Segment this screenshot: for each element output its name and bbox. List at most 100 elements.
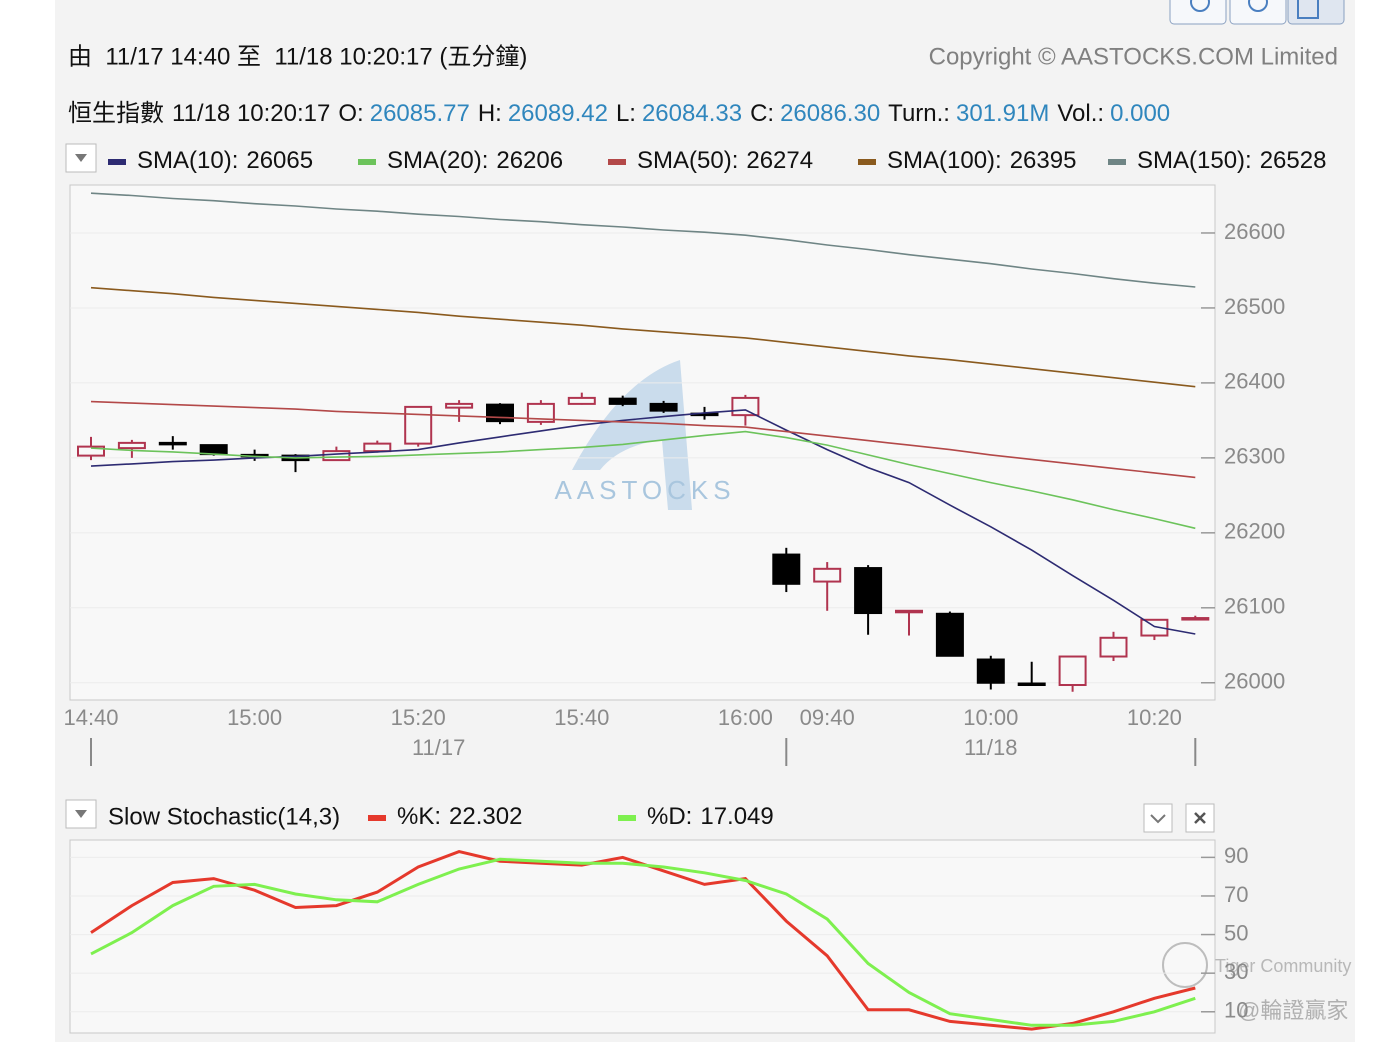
- quote-label: Turn.:: [888, 100, 950, 127]
- x-tick-label: 10:20: [1127, 705, 1182, 730]
- candle-body: [1099, 636, 1128, 658]
- legend-name: SMA(10):: [137, 147, 238, 174]
- quote-label: H:: [478, 100, 502, 127]
- series-line: [90, 286, 1196, 388]
- candle-body: [813, 567, 842, 583]
- candle-body: [1058, 655, 1087, 687]
- legend-marker: [108, 159, 126, 165]
- watermark-text: AASTOCKS: [554, 475, 735, 505]
- candle-body: [895, 609, 923, 614]
- legend-entry: SMA(150): 26528: [1137, 147, 1326, 174]
- legend-value: 26206: [496, 147, 563, 174]
- legend-name: SMA(20):: [387, 147, 488, 174]
- date-label: 11/18: [964, 735, 1017, 760]
- quote-name: 恒生指數: [68, 100, 164, 127]
- author-watermark: @輪證贏家: [1238, 998, 1348, 1023]
- series-line: [90, 857, 1196, 1027]
- dropdown-arrow: [75, 154, 87, 162]
- toolbar: [1169, 0, 1345, 25]
- legend-value: 22.302: [449, 803, 522, 830]
- candle-body: [77, 445, 105, 457]
- legend-marker: [368, 815, 386, 821]
- export-icon: [1297, 0, 1319, 19]
- range-text: 由 11/17 14:40 至 11/18 10:20:17 (五分鐘): [68, 43, 527, 70]
- candle-body: [117, 441, 146, 450]
- legend-marker: [618, 815, 636, 821]
- legend-marker: [608, 159, 626, 165]
- candle-body: [731, 396, 760, 417]
- zoom-in-icon: [1190, 0, 1210, 12]
- quote-value: 26084.33: [642, 100, 742, 127]
- candle-body: [1140, 618, 1169, 637]
- legend-name: SMA(150):: [1137, 147, 1252, 174]
- zoom-out-icon: [1248, 0, 1268, 12]
- candle-body: [608, 397, 637, 405]
- y-tick-label: 26000: [1224, 669, 1285, 694]
- legend-entry: SMA(50): 26274: [637, 147, 813, 174]
- community-watermark: Tiger Community: [1215, 956, 1351, 976]
- legend-marker: [358, 159, 376, 165]
- dropdown-arrow: [75, 810, 87, 818]
- collapse-button[interactable]: [1143, 803, 1173, 833]
- quote-label: L:: [616, 100, 636, 127]
- zoom-in-button[interactable]: [1169, 0, 1227, 25]
- panel-title: Slow Stochastic(14,3): [108, 803, 340, 830]
- legend-marker: [1108, 159, 1126, 165]
- candle-body: [445, 402, 474, 409]
- candle-body: [526, 402, 555, 423]
- legend-value: 17.049: [700, 803, 773, 830]
- quote-value: 301.91M: [956, 100, 1049, 127]
- series-line: [90, 192, 1196, 288]
- legend-value: 26395: [1010, 147, 1077, 174]
- quote-value: 26089.42: [508, 100, 608, 127]
- x-tick-label: 09:40: [800, 705, 855, 730]
- legend-value: 26065: [246, 147, 313, 174]
- collapse-icon: [1150, 814, 1166, 824]
- legend-name: SMA(100):: [887, 147, 1002, 174]
- candle-body: [363, 442, 392, 453]
- quote-value: 26085.77: [370, 100, 470, 127]
- candle-body: [199, 444, 228, 456]
- candle-body: [322, 450, 351, 462]
- export-button[interactable]: [1287, 0, 1345, 25]
- y-tick-label: 26300: [1224, 444, 1285, 469]
- y-tick-label: 70: [1224, 882, 1248, 907]
- candle-body: [1017, 682, 1046, 687]
- candle-body: [976, 658, 1005, 684]
- quote-value: 26086.30: [780, 100, 880, 127]
- legend-name: %K:: [397, 803, 441, 830]
- legend-entry: %K: 22.302: [397, 803, 522, 830]
- close-icon: [1194, 812, 1206, 824]
- quote-time: 11/18 10:20:17: [172, 100, 330, 127]
- y-tick-label: 26100: [1224, 594, 1285, 619]
- y-tick-label: 26600: [1224, 219, 1285, 244]
- y-tick-label: 26400: [1224, 369, 1285, 394]
- candle-body: [649, 402, 678, 412]
- series-line: [90, 430, 1196, 530]
- y-tick-label: 50: [1224, 920, 1248, 945]
- quote-label: Vol.:: [1057, 100, 1104, 127]
- x-tick-label: 15:40: [554, 705, 609, 730]
- legend-value: 26528: [1260, 147, 1327, 174]
- logo-shape: [572, 360, 692, 510]
- quote-value: 0.000: [1110, 100, 1170, 127]
- x-tick-label: 15:20: [391, 705, 446, 730]
- candle-body: [772, 553, 801, 585]
- date-label: 11/17: [412, 735, 465, 760]
- community-icon: [1162, 942, 1208, 988]
- y-tick-label: 26500: [1224, 294, 1285, 319]
- y-tick-label: 90: [1224, 843, 1248, 868]
- series-line: [90, 400, 1196, 479]
- candle-body: [404, 405, 433, 445]
- x-tick-label: 10:00: [963, 705, 1018, 730]
- legend-name: %D:: [647, 803, 692, 830]
- candle-body: [1181, 617, 1210, 621]
- y-tick-label: 26200: [1224, 519, 1285, 544]
- x-tick-label: 16:00: [718, 705, 773, 730]
- copyright: Copyright © AASTOCKS.COM Limited: [929, 43, 1338, 70]
- x-tick-label: 15:00: [227, 705, 282, 730]
- watermark-logo: [572, 360, 692, 510]
- legend-entry: SMA(100): 26395: [887, 147, 1076, 174]
- stoch-plot-area: [69, 839, 1216, 1034]
